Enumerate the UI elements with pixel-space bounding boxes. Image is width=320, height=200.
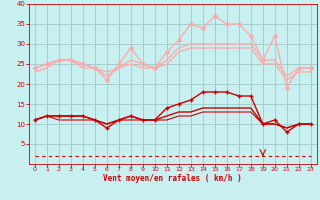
X-axis label: Vent moyen/en rafales ( km/h ): Vent moyen/en rafales ( km/h ) (103, 174, 242, 183)
